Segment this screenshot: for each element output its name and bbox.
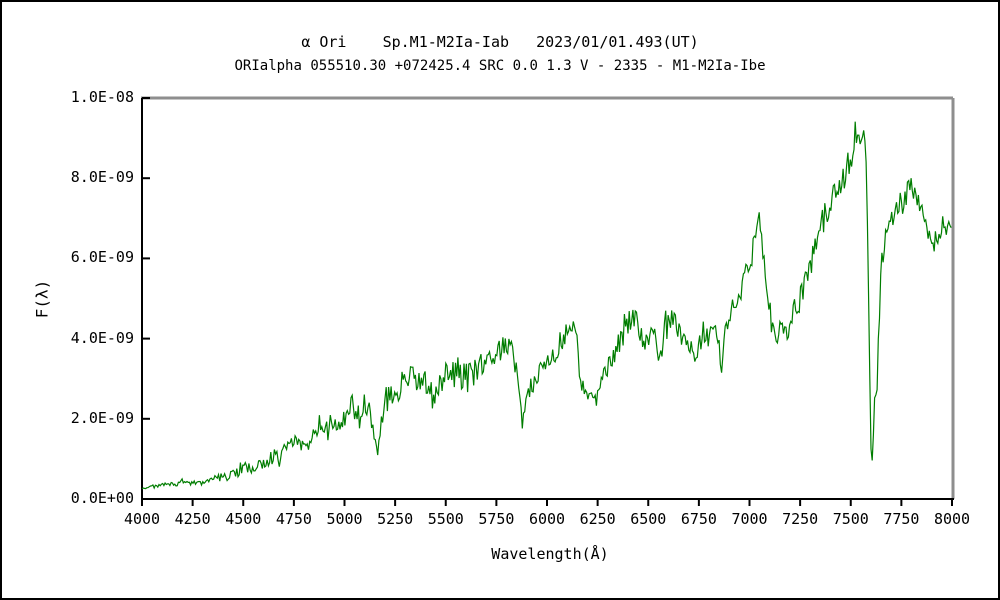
x-tick-label: 5000 bbox=[326, 510, 363, 528]
x-axis-title: Wavelength(Å) bbox=[491, 545, 609, 563]
x-tick-label: 7750 bbox=[883, 510, 920, 528]
x-tick-label: 7000 bbox=[731, 510, 768, 528]
x-tick-label: 4500 bbox=[225, 510, 262, 528]
x-tick-label: 5750 bbox=[478, 510, 515, 528]
x-tick-label: 7500 bbox=[832, 510, 869, 528]
x-tick-label: 5500 bbox=[427, 510, 464, 528]
y-tick-label: 0.0E+00 bbox=[70, 489, 134, 507]
y-tick-label: 4.0E-09 bbox=[70, 328, 134, 347]
x-tick-label: 4750 bbox=[275, 510, 312, 528]
x-tick-label: 6000 bbox=[528, 510, 566, 528]
x-tick-label: 4000 bbox=[123, 510, 161, 528]
x-tick-label: 6250 bbox=[579, 510, 616, 528]
chart-subtitle: ORIalpha 055510.30 +072425.4 SRC 0.0 1.3… bbox=[234, 58, 766, 74]
y-tick-label: 2.0E-09 bbox=[70, 408, 134, 427]
y-tick-label: 8.0E-09 bbox=[70, 168, 134, 187]
x-tick-label: 6500 bbox=[630, 510, 667, 528]
spectrum-line bbox=[141, 121, 952, 490]
chart-title: α Ori Sp.M1-M2Ia-Iab 2023/01/01.493(UT) bbox=[301, 33, 699, 51]
x-tick-label: 4250 bbox=[174, 510, 211, 528]
x-tick-label: 7250 bbox=[782, 510, 819, 528]
y-tick-label: 6.0E-09 bbox=[70, 248, 134, 267]
x-tick-label: 5250 bbox=[377, 510, 414, 528]
y-tick-label: 1.0E-08 bbox=[70, 88, 134, 106]
x-tick-label: 6750 bbox=[680, 510, 717, 528]
x-tick-label: 8000 bbox=[933, 510, 971, 528]
